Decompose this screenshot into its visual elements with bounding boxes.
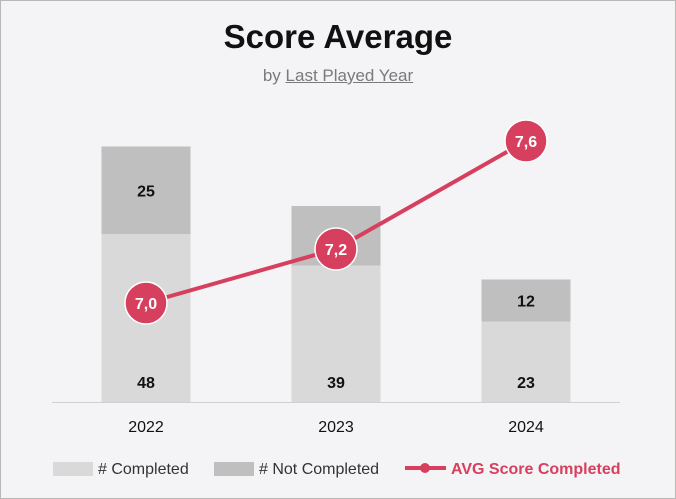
avg-score-label-2023: 7,2 <box>325 242 347 259</box>
legend-swatch-not-completed <box>214 462 254 476</box>
label-not-completed-2022: 25 <box>137 183 155 200</box>
x-tick-2022: 2022 <box>128 419 164 436</box>
avg-score-label-2024: 7,6 <box>515 134 537 151</box>
label-completed-2024: 23 <box>517 375 535 392</box>
label-completed-2023: 39 <box>327 375 345 392</box>
x-tick-2023: 2023 <box>318 419 354 436</box>
x-tick-2024: 2024 <box>508 419 544 436</box>
avg-score-label-2022: 7,0 <box>135 296 157 313</box>
chart-subtitle: by Last Played Year <box>0 66 676 86</box>
legend-label-avg: AVG Score Completed <box>451 461 621 478</box>
bar-completed-2024[interactable] <box>481 321 571 403</box>
avg-score-point-2024[interactable] <box>504 119 548 163</box>
subtitle-link[interactable]: Last Played Year <box>285 66 414 85</box>
legend-marker-avg <box>420 463 430 473</box>
subtitle-prefix: by <box>262 66 281 85</box>
bar-not-completed-2022[interactable] <box>101 146 191 235</box>
avg-score-point-2023[interactable] <box>314 227 358 271</box>
bar-completed-2023[interactable] <box>291 265 381 403</box>
bar-not-completed-2024[interactable] <box>481 279 571 322</box>
avg-score-point-2022[interactable] <box>124 281 168 325</box>
legend-label-completed: # Completed <box>98 461 189 478</box>
legend-swatch-completed <box>53 462 93 476</box>
label-completed-2022: 48 <box>137 375 155 392</box>
chart-title: Score Average <box>223 18 453 55</box>
label-not-completed-2024: 12 <box>517 294 535 311</box>
legend-label-not-completed: # Not Completed <box>259 461 379 478</box>
